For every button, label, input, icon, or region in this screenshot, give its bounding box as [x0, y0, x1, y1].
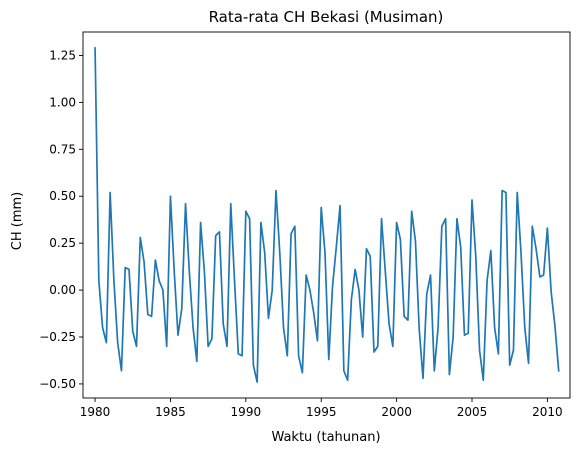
- y-tick-label: 0.75: [49, 142, 76, 156]
- x-tick-label: 2010: [532, 405, 563, 419]
- x-tick-label: 2000: [381, 405, 412, 419]
- y-axis-label: CH (mm): [10, 192, 25, 250]
- x-axis-label: Waktu (tahunan): [271, 430, 380, 445]
- series-line-0: [94, 47, 560, 383]
- axes-layer: [82, 31, 571, 399]
- y-tick-label: −0.25: [39, 330, 76, 344]
- x-tick-label: 1980: [80, 405, 111, 419]
- series-layer: [94, 47, 560, 383]
- plot-frame: [82, 31, 571, 399]
- y-tick-label: 0.00: [49, 283, 76, 297]
- y-tick-label: −0.50: [39, 377, 76, 391]
- chart-title: Rata-rata CH Bekasi (Musiman): [209, 8, 444, 26]
- y-tick-label: 1.00: [49, 95, 76, 109]
- y-tick-label: 0.25: [49, 236, 76, 250]
- x-tick-label: 2005: [457, 405, 488, 419]
- ticks-layer: 1980 1985 1990 1995 2000 2005 2010 −0.50 −0.25 0.…: [39, 48, 562, 419]
- y-tick-label: 1.25: [49, 48, 76, 62]
- x-tick-label: 1990: [231, 405, 262, 419]
- x-tick-label: 1985: [155, 405, 186, 419]
- y-tick-label: 0.50: [49, 189, 76, 203]
- x-tick-label: 1995: [306, 405, 337, 419]
